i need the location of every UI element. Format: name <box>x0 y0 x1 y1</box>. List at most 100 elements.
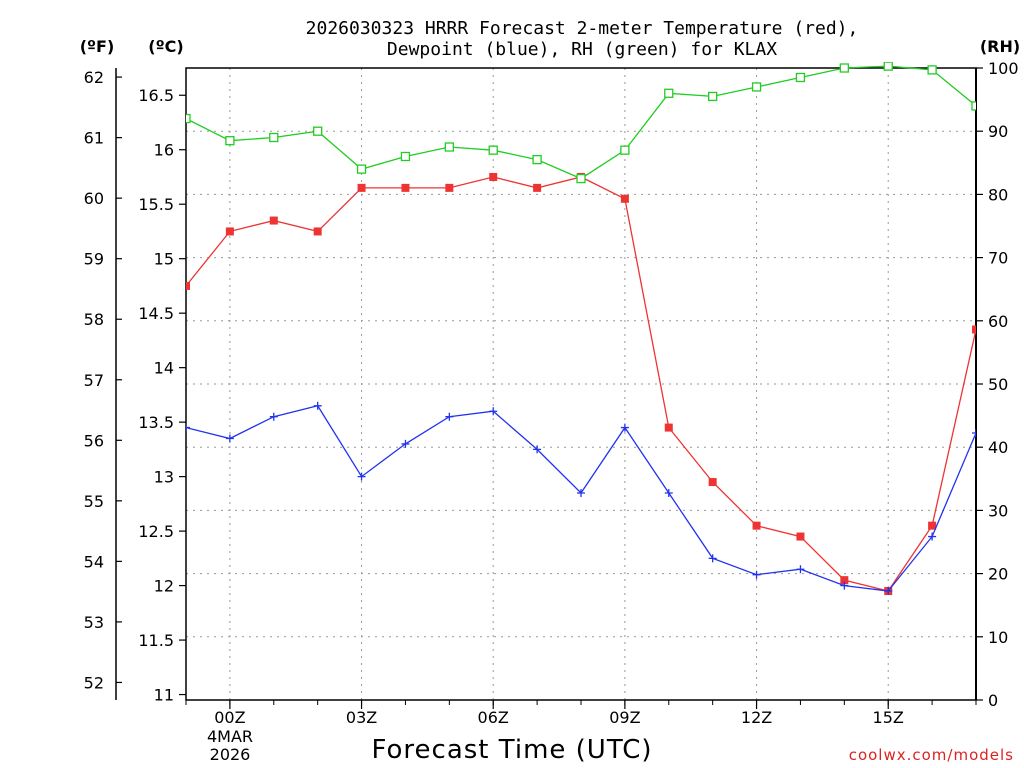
temperature-point <box>928 521 937 530</box>
rh-tick-label: 50 <box>988 375 1008 394</box>
temperature-point <box>664 423 673 432</box>
rh-line <box>186 65 976 180</box>
temperature-point <box>357 183 366 192</box>
x-tick-label: 12Z <box>741 708 772 727</box>
fahrenheit-tick-label: 54 <box>84 552 104 571</box>
temperature-point <box>620 194 629 203</box>
temperature-point <box>186 281 190 290</box>
x-tick-label: 00Z <box>214 708 245 727</box>
temperature-point <box>840 576 849 585</box>
dewpoint-point <box>186 423 190 432</box>
celsius-tick-label: 11 <box>154 686 174 705</box>
dewpoint-point <box>796 565 805 574</box>
rh-tick-label: 100 <box>988 59 1019 78</box>
rh-point <box>620 145 630 155</box>
dewpoint-line <box>186 405 976 592</box>
fahrenheit-tick-label: 56 <box>84 431 104 450</box>
dewpoint-point <box>445 412 454 421</box>
dewpoint-point <box>269 412 278 421</box>
temperature-series <box>186 172 976 596</box>
temperature-point <box>225 227 234 236</box>
temperature-point <box>313 227 322 236</box>
dewpoint-point <box>928 532 937 541</box>
dewpoint-point <box>664 488 673 497</box>
temperature-point <box>752 521 761 530</box>
fahrenheit-tick-label: 55 <box>84 492 104 511</box>
rh-point <box>708 91 718 102</box>
dewpoint-series <box>186 401 976 596</box>
rh-point <box>839 63 849 73</box>
fahrenheit-tick-label: 58 <box>84 310 104 329</box>
temperature-point <box>533 183 542 192</box>
rh-unit-label: (RH) <box>980 37 1020 56</box>
dewpoint-point <box>708 554 717 563</box>
x-tick-label: 06Z <box>478 708 509 727</box>
fahrenheit-tick-label: 59 <box>84 250 104 269</box>
temperature-point <box>489 172 498 181</box>
rh-point <box>883 62 893 71</box>
dewpoint-point <box>225 434 234 443</box>
dewpoint-point <box>884 587 893 596</box>
chart-title-line1: 2026030323 HRRR Forecast 2-meter Tempera… <box>306 18 859 39</box>
dewpoint-point <box>313 401 322 410</box>
rh-tick-label: 60 <box>988 312 1008 331</box>
rh-point <box>225 136 235 146</box>
rh-tick-label: 10 <box>988 628 1008 647</box>
rh-tick-label: 70 <box>988 249 1008 268</box>
celsius-tick-label: 13.5 <box>138 413 174 432</box>
x-tick-label: 15Z <box>873 708 904 727</box>
rh-point <box>576 173 586 184</box>
fahrenheit-tick-label: 60 <box>84 189 104 208</box>
temperature-point <box>796 532 805 541</box>
rh-point <box>532 154 542 165</box>
credit-label: coolwx.com/models <box>849 746 1014 764</box>
rh-tick-label: 30 <box>988 501 1008 520</box>
celsius-tick-label: 15 <box>154 250 174 269</box>
rh-tick-label: 40 <box>988 438 1008 457</box>
rh-point <box>971 101 976 111</box>
dewpoint-point <box>577 488 585 497</box>
celsius-tick-label: 12.5 <box>138 522 174 541</box>
fahrenheit-tick-label: 62 <box>84 68 104 87</box>
fahrenheit-tick-label: 52 <box>84 673 104 692</box>
series-layer <box>186 62 976 596</box>
dewpoint-point <box>840 581 849 590</box>
fahrenheit-unit-label: (ºF) <box>80 37 115 56</box>
dewpoint-point <box>972 429 976 438</box>
fahrenheit-tick-label: 57 <box>84 371 104 390</box>
grid-lines <box>186 67 976 701</box>
temperature-point <box>445 183 454 192</box>
celsius-tick-label: 16 <box>154 141 174 160</box>
rh-series <box>186 62 976 184</box>
celsius-tick-label: 15.5 <box>138 195 174 214</box>
celsius-tick-label: 14.5 <box>138 304 174 323</box>
rh-tick-label: 0 <box>988 691 998 710</box>
rh-point <box>313 126 323 136</box>
axes: 52 53 54 55 56 57 58 59 60 61 62 11 11.5 12 12.5 13 13.5… <box>84 59 1019 727</box>
celsius-tick-label: 16.5 <box>138 86 174 105</box>
rh-point <box>488 145 498 155</box>
rh-point <box>927 65 937 75</box>
temperature-point <box>401 183 410 192</box>
temperature-point <box>708 478 717 487</box>
celsius-tick-label: 14 <box>154 359 174 378</box>
rh-point <box>186 113 191 124</box>
plot-frame <box>185 67 977 701</box>
rh-point <box>400 151 411 162</box>
x-tick-label: 09Z <box>609 708 640 727</box>
rh-tick-label: 20 <box>988 565 1008 584</box>
temperature-point <box>972 325 976 334</box>
rh-point <box>269 132 279 143</box>
fahrenheit-tick-label: 53 <box>84 613 104 632</box>
rh-point <box>356 164 367 174</box>
celsius-unit-label: (ºC) <box>148 37 183 56</box>
rh-tick-label: 80 <box>988 185 1008 204</box>
celsius-tick-label: 11.5 <box>138 631 174 650</box>
rh-point <box>795 72 806 83</box>
celsius-tick-label: 12 <box>154 577 174 596</box>
dewpoint-point <box>357 472 366 481</box>
temperature-point <box>269 216 278 225</box>
dewpoint-point <box>401 439 410 448</box>
dewpoint-point <box>533 445 542 454</box>
